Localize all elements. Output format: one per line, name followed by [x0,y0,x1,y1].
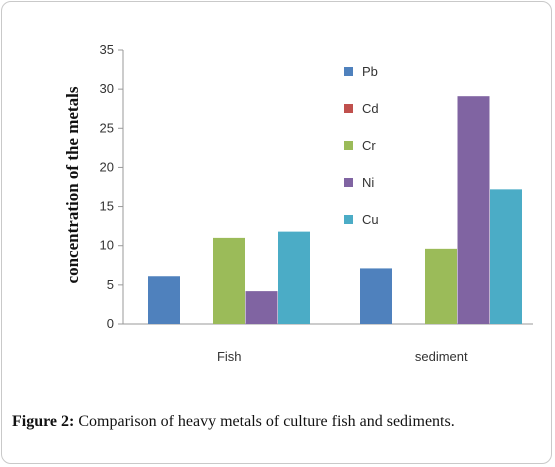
y-tick-label: 5 [107,277,114,292]
legend-label-cr: Cr [362,138,376,153]
bar-cu-fish [278,231,310,324]
legend-label-pb: Pb [362,64,378,79]
y-tick-label: 20 [100,159,114,174]
y-tick-label: 15 [100,199,114,214]
legend-label-ni: Ni [362,175,374,190]
bars [148,96,522,324]
bar-pb-sediment [360,268,392,324]
y-axis-label: concentration of the metals [63,86,82,283]
bar-ni-fish [245,291,278,324]
legend: Pb Cd Cr Ni Cu [344,64,379,227]
y-ticks: 0 5 10 15 20 25 30 35 [100,42,123,331]
caption-text: Comparison of heavy metals of culture fi… [74,413,455,430]
legend-swatch-ni [344,178,353,187]
legend-swatch-cd [344,104,353,113]
bar-pb-fish [148,276,180,324]
caption-lead: Figure 2: [12,413,75,430]
bar-ni-sediment [457,96,490,324]
x-tick-labels: Fish sediment [217,349,468,364]
y-tick-label: 10 [100,238,114,253]
x-tick-label: sediment [415,349,468,364]
x-tick-label: Fish [217,349,242,364]
legend-label-cu: Cu [362,212,379,227]
y-tick-label: 30 [100,81,114,96]
bar-chart: 0 5 10 15 20 25 30 35 Fish sediment Pb Cd Cr Ni Cu c… [63,42,533,364]
y-tick-label: 35 [100,42,114,57]
bar-cr-fish [213,237,245,324]
legend-swatch-cu [344,215,353,224]
legend-swatch-cr [344,141,353,150]
y-tick-label: 0 [107,316,114,331]
legend-swatch-pb [344,67,353,76]
figure-caption: Figure 2: Comparison of heavy metals of … [12,413,552,431]
y-tick-label: 25 [100,120,114,135]
bar-cu-sediment [490,189,522,324]
legend-label-cd: Cd [362,101,379,116]
bar-cr-sediment [425,248,457,324]
